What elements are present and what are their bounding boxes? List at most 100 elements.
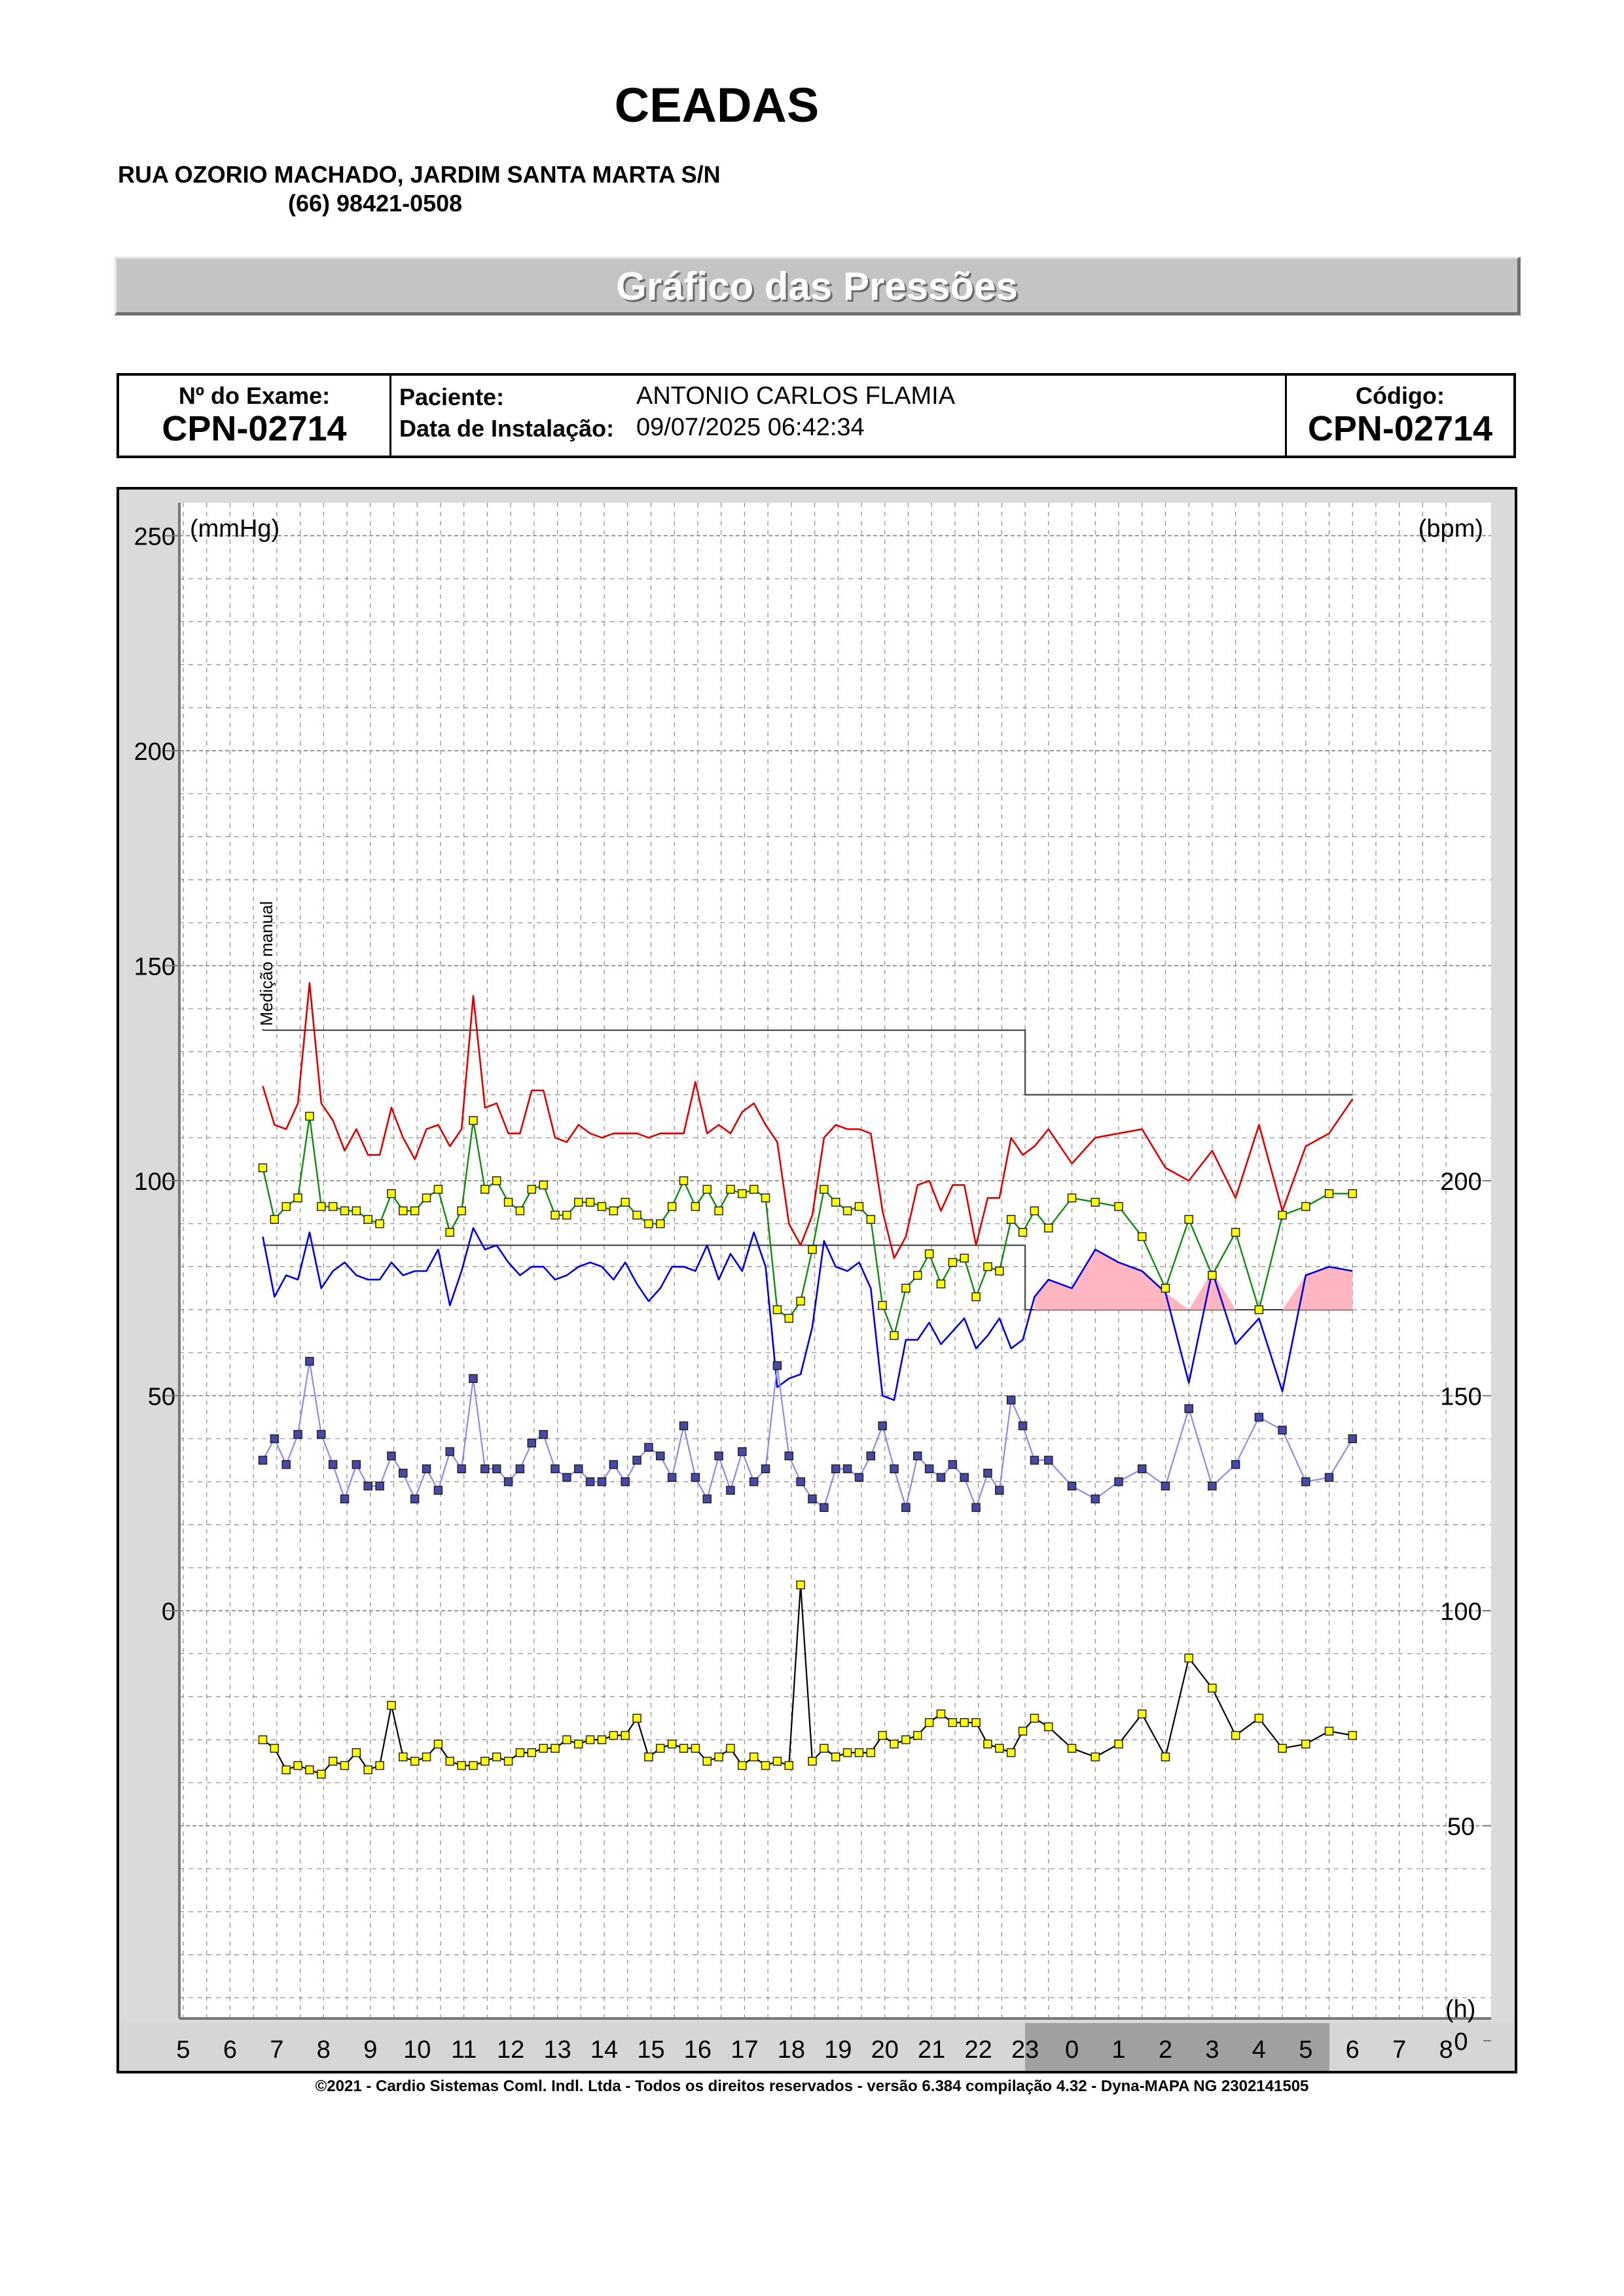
mean-point <box>1091 1198 1100 1207</box>
exam-number-cell: Nº do Exame: CPN-02714 <box>119 376 391 456</box>
heart_rate-point <box>983 1739 992 1749</box>
heart_rate-point <box>691 1744 700 1753</box>
left-tick-label: 200 <box>134 738 175 766</box>
pulse_pressure-point <box>866 1451 876 1461</box>
left-tick-label: 50 <box>148 1384 175 1411</box>
pulse_pressure-point <box>890 1464 899 1473</box>
heart_rate-point <box>1067 1744 1077 1753</box>
x-tick-label: 16 <box>684 2036 712 2064</box>
mean-point <box>1006 1215 1016 1224</box>
heart_rate-point <box>352 1748 361 1757</box>
patient-label: Paciente: <box>399 384 505 410</box>
heart_rate-point <box>808 1757 817 1766</box>
pulse_pressure-point <box>293 1429 302 1439</box>
pulse_pressure-point <box>457 1464 466 1473</box>
mean-point <box>270 1215 280 1224</box>
x-tick-label: 5 <box>1299 2036 1312 2064</box>
pulse_pressure-point <box>842 1464 852 1473</box>
heart_rate-point <box>433 1739 443 1749</box>
mean-point <box>375 1219 384 1229</box>
pulse_pressure-point <box>644 1443 653 1452</box>
heart_rate-point <box>492 1752 501 1762</box>
mean-point <box>585 1198 595 1207</box>
mean-point <box>995 1266 1004 1276</box>
mean-point <box>772 1305 782 1314</box>
heart_rate-point <box>422 1752 431 1762</box>
x-tick-label: 23 <box>1011 2036 1039 2064</box>
pulse_pressure-point <box>1091 1494 1100 1503</box>
x-tick-label: 18 <box>778 2036 805 2064</box>
mean-point <box>1044 1223 1053 1233</box>
heart_rate-point <box>1208 1683 1217 1693</box>
heart_rate-point <box>281 1765 291 1774</box>
mean-point <box>457 1206 466 1215</box>
pulse_pressure-point <box>445 1447 455 1456</box>
x-tick-label: 5 <box>176 2036 190 2064</box>
heart_rate-point <box>936 1709 946 1719</box>
x-tick-label: 21 <box>918 2036 945 2064</box>
mean-point <box>679 1176 689 1185</box>
x-tick-label: 15 <box>637 2036 664 2064</box>
mean-point <box>831 1198 840 1207</box>
pressure-chart: Medição manual 250 200 150 100 50 0 200 150 100 5… <box>117 487 1517 2073</box>
mean-point <box>515 1206 525 1215</box>
heart_rate-point <box>1278 1744 1287 1753</box>
pulse_pressure-point <box>621 1477 630 1486</box>
mean-point <box>948 1258 958 1267</box>
pulse_pressure-point <box>1254 1412 1264 1422</box>
mean-point <box>983 1262 992 1272</box>
pulse_pressure-point <box>714 1451 723 1461</box>
heart_rate-point <box>831 1752 840 1762</box>
left-tick-label: 100 <box>134 1168 175 1196</box>
heart_rate-point <box>1348 1731 1357 1740</box>
pulse_pressure-point <box>960 1473 969 1482</box>
heart_rate-point <box>960 1718 969 1727</box>
heart_rate-point <box>503 1757 513 1766</box>
pulse_pressure-point <box>1348 1434 1357 1443</box>
mean-point <box>890 1331 899 1340</box>
right-tick-label: 50 <box>1447 1814 1475 1841</box>
mean-point <box>422 1193 431 1203</box>
clinic-phone: (66) 98421-0508 <box>288 190 463 217</box>
mean-point <box>1184 1215 1193 1224</box>
pulse_pressure-point <box>539 1429 548 1439</box>
mean-point <box>527 1185 537 1194</box>
heart_rate-point <box>890 1739 899 1749</box>
left-tick-label: 0 <box>162 1598 175 1626</box>
mean-point <box>328 1202 338 1211</box>
pulse_pressure-point <box>422 1464 431 1473</box>
x-tick-label: 1 <box>1111 2036 1125 2064</box>
mean-point <box>1324 1189 1334 1198</box>
mean-point <box>410 1206 420 1215</box>
heart_rate-point <box>515 1748 525 1757</box>
mean-point <box>808 1245 817 1254</box>
pulse_pressure-point <box>597 1477 607 1486</box>
mean-point <box>878 1300 887 1310</box>
heart_rate-point <box>726 1744 735 1753</box>
mean-point <box>702 1185 712 1194</box>
pulse_pressure-point <box>796 1477 805 1486</box>
heart_rate-point <box>820 1744 829 1753</box>
mean-point <box>1137 1232 1147 1242</box>
heart_rate-point <box>948 1718 958 1727</box>
mean-point <box>352 1206 361 1215</box>
plot-area-bg <box>179 503 1491 2018</box>
mean-point <box>656 1219 665 1229</box>
mean-point <box>1208 1270 1217 1280</box>
pressure-chart-svg: Medição manual 2502001501005002001501005… <box>119 490 1515 2071</box>
heart_rate-point <box>772 1757 782 1766</box>
mean-point <box>738 1189 747 1198</box>
pulse_pressure-point <box>1208 1481 1217 1491</box>
pulse_pressure-point <box>340 1494 350 1503</box>
x-tick-label: 11 <box>451 2036 477 2064</box>
heart_rate-point <box>539 1744 548 1753</box>
systolic-line <box>262 982 1354 1259</box>
heart_rate-point <box>609 1731 619 1740</box>
mean-point <box>761 1193 770 1203</box>
mean-point <box>1018 1228 1028 1237</box>
pulse_pressure-point <box>1161 1481 1170 1491</box>
mean-point <box>1067 1193 1077 1203</box>
heart_rate-point <box>445 1757 455 1766</box>
heart_rate-point <box>854 1748 864 1757</box>
footer-copyright: ©2021 - Cardio Sistemas Coml. Indl. Ltda… <box>315 2077 1309 2095</box>
